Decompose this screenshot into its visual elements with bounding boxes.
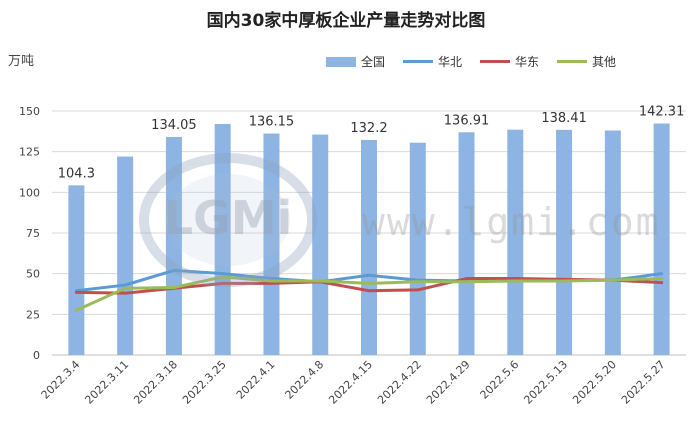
y-tick-label: 100	[19, 186, 40, 199]
y-tick-label: 25	[26, 308, 40, 321]
bar-data-label: 104.3	[58, 166, 95, 181]
bar-8	[458, 132, 475, 355]
legend-label-3: 其他	[592, 55, 617, 69]
legend-label-2: 华东	[515, 55, 540, 69]
x-tick-label: 2022.4.8	[283, 358, 327, 402]
bar-5	[312, 134, 329, 355]
bar-3	[214, 124, 231, 355]
legend: 全国 华北 华东 其他	[326, 53, 616, 70]
chart-title: 国内30家中厚板企业产量走势对比图	[206, 11, 486, 31]
series-line-2	[74, 275, 664, 312]
x-tick-label: 2022.4.15	[326, 358, 375, 407]
legend-swatch-2	[480, 60, 511, 63]
y-tick-label: 125	[19, 146, 40, 159]
x-tick-label: 2022.3.25	[180, 358, 229, 407]
x-tick-label: 2022.5.13	[521, 358, 570, 407]
x-tick-label: 2022.3.18	[131, 358, 180, 407]
y-tick-label: 75	[26, 227, 40, 240]
bar-data-label: 142.31	[639, 105, 685, 120]
legend-label-0: 全国	[361, 55, 386, 69]
x-tick-label: 2022.3.4	[39, 358, 83, 402]
x-tick-label: 2022.5.20	[570, 358, 619, 407]
legend-swatch-1	[403, 60, 434, 63]
legend-swatch-0	[326, 56, 356, 67]
x-tick-label: 2022.4.1	[234, 358, 278, 402]
x-tick-label: 2022.4.29	[424, 358, 473, 407]
legend-item-2: 华东	[480, 53, 539, 70]
bar-data-label: 138.41	[541, 111, 587, 126]
legend-label-1: 华北	[438, 55, 463, 69]
x-tick-label: 2022.5.6	[478, 358, 522, 402]
x-tick-label: 2022.3.11	[82, 358, 131, 407]
y-tick-label: 0	[33, 349, 40, 362]
bar-2	[165, 136, 182, 355]
x-tick-label: 2022.5.27	[619, 358, 668, 407]
bar-6	[361, 139, 377, 355]
bar-data-label: 134.05	[151, 118, 197, 133]
legend-item-3: 其他	[557, 53, 616, 70]
bar-9	[507, 129, 524, 355]
legend-swatch-3	[557, 60, 588, 63]
bar-10	[556, 129, 573, 355]
y-axis-unit: 万吨	[8, 54, 35, 69]
bar-11	[604, 130, 621, 355]
bar-1	[117, 156, 134, 355]
bar-data-label: 132.2	[350, 121, 387, 136]
bar-data-label: 136.15	[249, 115, 295, 130]
bar-12	[653, 123, 670, 355]
y-tick-label: 50	[26, 268, 40, 281]
x-tick-label: 2022.4.22	[375, 358, 424, 407]
bar-4	[263, 133, 280, 355]
bar-data-label: 136.91	[444, 113, 490, 128]
legend-item-0: 全国	[326, 53, 385, 70]
y-tick-label: 150	[19, 105, 40, 118]
bar-0	[68, 185, 85, 355]
legend-item-1: 华北	[403, 53, 462, 70]
bar-7	[409, 142, 426, 355]
